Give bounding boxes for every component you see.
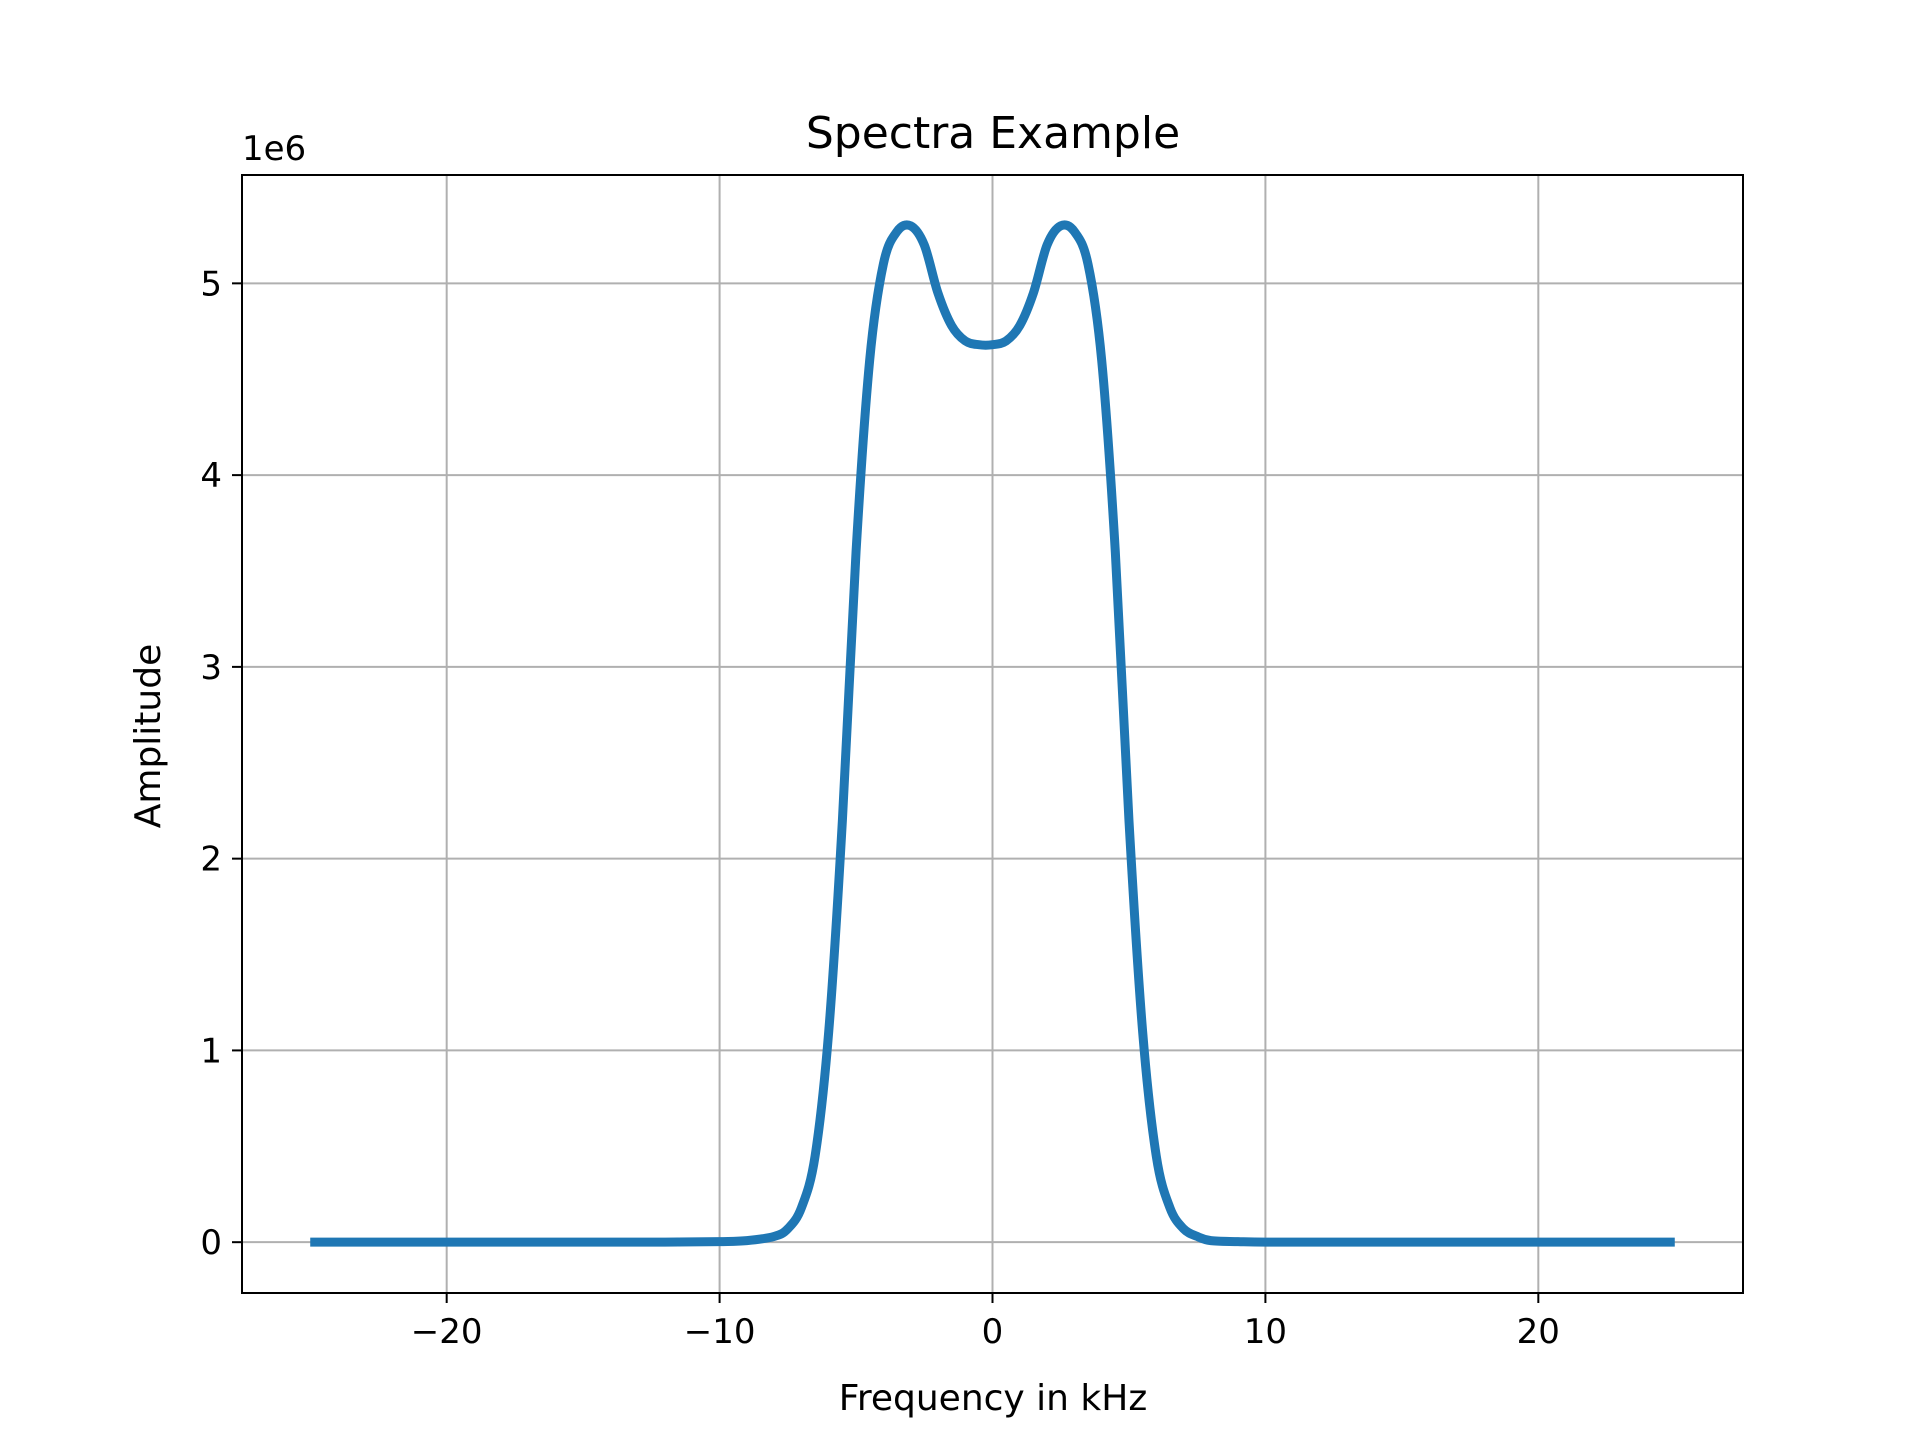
- spectrum-line: [310, 220, 1675, 1247]
- x-tick-label: 20: [1517, 1312, 1560, 1352]
- chart-title: Spectra Example: [806, 108, 1180, 159]
- x-axis-title: Frequency in kHz: [839, 1378, 1148, 1419]
- y-offset-label: 1e6: [242, 129, 306, 169]
- y-tick-label: 4: [200, 456, 222, 496]
- x-tick-label: −10: [684, 1312, 756, 1352]
- y-tick-label: 0: [200, 1223, 222, 1263]
- y-tick-label: 2: [200, 840, 222, 880]
- y-axis-title: Amplitude: [128, 644, 169, 828]
- x-tick-label: 10: [1244, 1312, 1287, 1352]
- axis-ticks: −20 −10 0 10 20 0 1 2 3 4 5: [200, 264, 1560, 1352]
- x-tick-label: 0: [982, 1312, 1004, 1352]
- y-tick-label: 1: [200, 1031, 222, 1071]
- plot-lines: [310, 220, 1675, 1247]
- x-tick-label: −20: [411, 1312, 483, 1352]
- y-tick-label: 3: [200, 648, 222, 688]
- y-tick-label: 5: [200, 264, 222, 304]
